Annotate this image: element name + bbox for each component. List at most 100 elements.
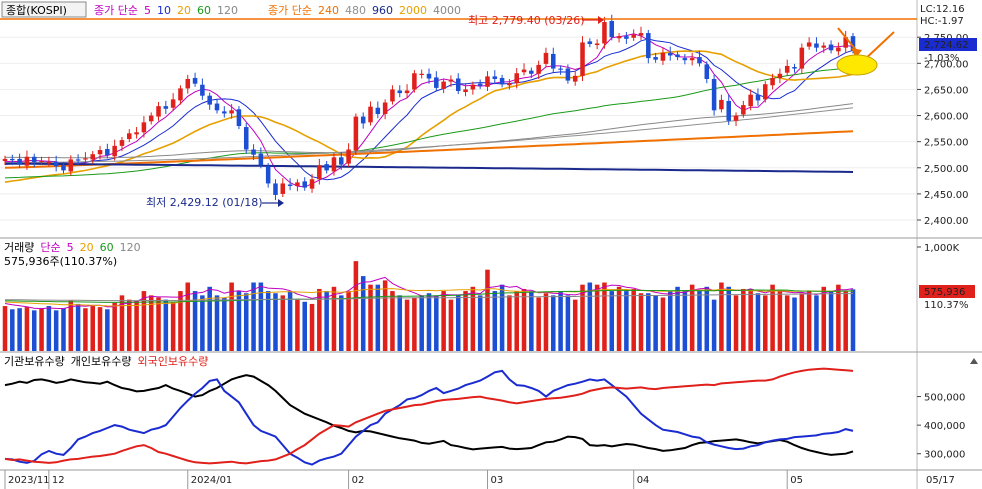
date-axis-label: 03: [490, 475, 503, 486]
candle-body: [302, 181, 307, 188]
legend-item: 외국인보유수량: [137, 355, 208, 368]
holdings-legend: 기관보유수량 개인보유수량 외국인보유수량: [4, 355, 208, 368]
candle-body: [90, 154, 95, 160]
legend-item: 60: [100, 241, 114, 254]
volume-bar: [631, 288, 636, 351]
volume-bar: [309, 303, 315, 351]
candle-body: [280, 183, 286, 194]
candle-body: [214, 103, 220, 111]
candle-body: [397, 90, 403, 94]
volume-bar: [339, 295, 344, 351]
volume-bar: [317, 288, 322, 351]
high-price-label: 최고 2,779.40 (03/26): [468, 14, 585, 27]
volume-bar: [302, 301, 307, 351]
candle-body: [675, 54, 680, 58]
candle-body: [287, 184, 293, 187]
legend-item: 240: [318, 4, 339, 17]
volume-bar: [448, 299, 454, 351]
candle-body: [843, 37, 848, 48]
candle-body: [806, 42, 812, 47]
candle-body: [455, 78, 461, 92]
volume-bar: [558, 291, 563, 351]
current-volume-pct: 110.37%: [924, 300, 969, 311]
candle-body: [441, 81, 446, 89]
volume-bar: [331, 286, 337, 351]
volume-bar: [675, 286, 680, 351]
candle-body: [192, 77, 198, 84]
high-arrow-icon: [582, 16, 604, 24]
candle-body: [17, 158, 22, 165]
candle-body: [704, 64, 710, 79]
volume-bar: [682, 291, 688, 351]
candle-body: [748, 94, 753, 107]
volume-bar: [711, 299, 717, 351]
candle-body: [667, 52, 673, 56]
volume-bar: [850, 289, 856, 351]
candle-body: [565, 68, 571, 81]
date-axis-label: 05: [790, 475, 803, 486]
candle-body: [382, 102, 388, 114]
legend-item: 5: [144, 4, 151, 17]
volume-bar: [638, 293, 644, 351]
candle-body: [375, 107, 381, 114]
candle-body: [514, 73, 519, 84]
date-axis-label: 12: [52, 475, 65, 486]
index-name-button[interactable]: [1, 1, 87, 18]
legend-item: 단순: [40, 241, 60, 254]
volume-bar: [565, 295, 571, 351]
scroll-up-icon[interactable]: [970, 358, 978, 364]
volume-bar: [170, 301, 176, 351]
volume-bar: [280, 295, 286, 351]
volume-bar: [134, 300, 139, 351]
candle-body: [477, 83, 483, 86]
candle-body: [61, 165, 66, 171]
candle-body: [31, 156, 37, 163]
volume-bar: [360, 276, 366, 351]
volume-bar: [624, 291, 629, 351]
candle-body: [273, 183, 278, 195]
date-axis-label: 2023/11: [8, 475, 50, 486]
volume-bar: [814, 295, 819, 351]
candle-body: [689, 58, 695, 61]
legend-item: 4000: [433, 4, 461, 17]
candle-body: [499, 77, 505, 85]
volume-bar: [10, 309, 15, 351]
candle-body: [251, 149, 256, 155]
volume-bar: [390, 291, 395, 351]
volume-legend: 거래량 단순 5 20 60 120: [4, 241, 141, 254]
volume-bar: [485, 269, 490, 351]
candle-body: [814, 43, 819, 48]
price-grid: [0, 36, 917, 221]
volume-bar: [353, 261, 359, 351]
volume-bar: [821, 286, 827, 351]
volume-bar: [178, 291, 183, 351]
candle-body: [784, 65, 790, 73]
price-legend: 종합(KOSPI) 종가 단순 5 10 20 60 120 종가 단순 240 480 960…: [1, 1, 461, 18]
volume-bar: [616, 286, 622, 351]
volume-ma-line: [4, 289, 854, 303]
candlestick-series: [2, 14, 856, 201]
candle-body: [850, 36, 856, 51]
candle-body: [572, 75, 578, 82]
candle-body: [68, 159, 74, 172]
volume-bar: [697, 291, 702, 351]
volume-bar: [397, 295, 403, 351]
candle-body: [536, 64, 541, 74]
candle-body: [638, 33, 644, 36]
volume-bar: [551, 295, 556, 351]
candle-body: [543, 52, 549, 64]
volume-bar: [434, 295, 439, 351]
volume-info: 575,936주(110.37%): [4, 255, 117, 268]
candle-body: [741, 105, 746, 115]
candle-body: [616, 36, 622, 39]
price-axis-label: 2,500.00: [924, 164, 969, 175]
candle-body: [426, 73, 432, 79]
volume-bar: [653, 295, 658, 351]
volume-bar: [529, 291, 534, 351]
volume-bar: [667, 291, 673, 351]
candle-body: [141, 122, 147, 133]
candle-body: [185, 79, 191, 89]
volume-bar: [477, 295, 483, 351]
volume-bar: [156, 297, 161, 351]
candle-body: [46, 162, 52, 164]
